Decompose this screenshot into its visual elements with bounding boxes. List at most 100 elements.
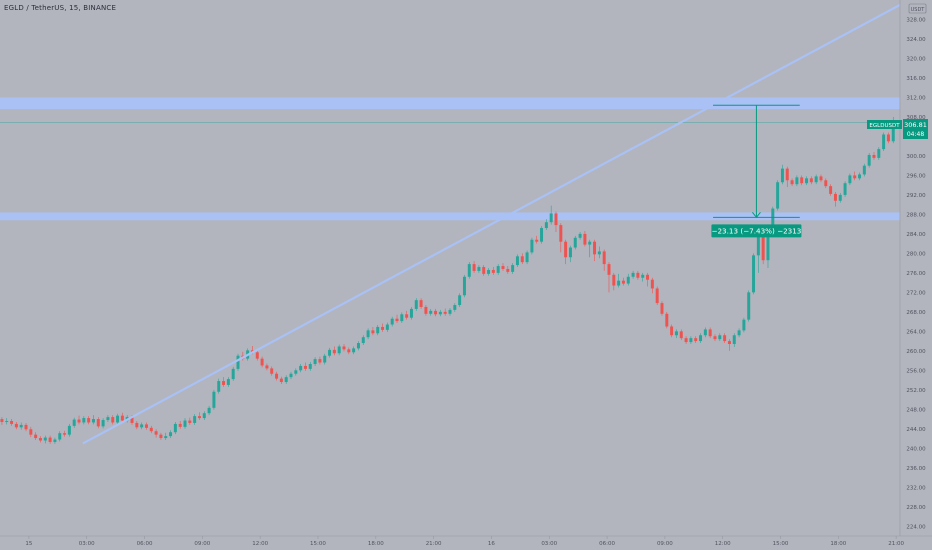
- price-scale[interactable]: USDT 328.00 324.00 320.00 316.00 312.00 308.0…: [867, 0, 932, 536]
- candle-body: [140, 424, 144, 428]
- candle-body: [665, 313, 669, 327]
- time-tick-label: 16: [488, 541, 495, 547]
- candle: [641, 272, 645, 282]
- candle-body: [458, 295, 462, 306]
- candle-body: [771, 208, 775, 231]
- candle: [318, 356, 322, 365]
- candle-body: [520, 256, 524, 263]
- candle: [872, 152, 876, 160]
- candle: [38, 436, 42, 443]
- candle-body: [708, 329, 712, 337]
- candle: [626, 273, 630, 286]
- candle: [487, 268, 491, 276]
- price-tick-label: 264.00: [906, 329, 926, 335]
- time-tick-label: 15:00: [310, 541, 326, 547]
- candle-body: [462, 276, 466, 296]
- candle: [602, 249, 606, 271]
- candle-body: [34, 434, 38, 439]
- candle-body: [434, 310, 438, 315]
- candle: [780, 164, 784, 185]
- candle: [535, 235, 539, 244]
- candle-body: [342, 346, 346, 350]
- candle: [116, 413, 120, 425]
- candle: [723, 333, 727, 344]
- candle: [366, 328, 370, 340]
- candle: [862, 163, 866, 177]
- candle: [434, 308, 438, 317]
- candle-body: [737, 330, 741, 336]
- candle: [809, 176, 813, 185]
- candle-body: [236, 355, 240, 369]
- candle-body: [120, 415, 124, 421]
- price-tick-label: 308.00: [906, 115, 926, 121]
- candle-body: [593, 241, 597, 255]
- candle-body: [824, 180, 828, 187]
- candles-layer: [0, 116, 895, 444]
- trend-line[interactable]: [82, 3, 901, 445]
- candle-body: [472, 264, 476, 271]
- candle: [419, 298, 423, 309]
- candle-body: [159, 434, 163, 439]
- candle: [217, 378, 221, 394]
- candle-body: [130, 417, 134, 423]
- candle-body: [732, 335, 736, 345]
- candle: [458, 293, 462, 307]
- candle-body: [352, 348, 356, 353]
- price-tick-label: 236.00: [906, 466, 926, 472]
- candle: [732, 333, 736, 347]
- candle-body: [154, 431, 158, 435]
- candle: [631, 270, 635, 279]
- candle: [193, 414, 197, 425]
- measure-tool[interactable]: −23.13 (−7.43%) −2313: [711, 104, 802, 238]
- zone-1[interactable]: [0, 212, 900, 221]
- candle-body: [491, 269, 495, 273]
- candle-body: [621, 280, 625, 284]
- time-axis[interactable]: 15 03:00 06:00 09:00 12:00 15:00 18:00 21:00 16 0…: [0, 535, 932, 547]
- candle-body: [409, 308, 413, 318]
- candle: [48, 435, 52, 444]
- candle: [212, 389, 216, 410]
- candle-body: [631, 272, 635, 277]
- candle-body: [14, 423, 18, 428]
- price-tick-label: 312.00: [906, 95, 926, 101]
- candle: [255, 350, 259, 361]
- zone-0[interactable]: [0, 97, 900, 110]
- candle: [699, 333, 703, 344]
- candle-body: [872, 154, 876, 158]
- candle-body: [270, 368, 274, 374]
- candle: [308, 362, 312, 371]
- candle-body: [453, 305, 457, 310]
- candle-body: [91, 419, 95, 423]
- candle-body: [116, 415, 120, 423]
- candle: [496, 264, 500, 275]
- candle-body: [178, 423, 182, 427]
- candle: [501, 263, 505, 271]
- candle-body: [149, 427, 153, 432]
- candle-body: [222, 381, 226, 385]
- candle-body: [10, 421, 14, 424]
- candle-body: [255, 352, 259, 359]
- candle: [544, 219, 548, 230]
- candle: [679, 329, 683, 341]
- time-tick-label: 09:00: [194, 541, 210, 547]
- candle-body: [530, 239, 534, 253]
- candle: [530, 237, 534, 255]
- candle: [347, 347, 351, 355]
- candle: [617, 273, 621, 288]
- zones-layer: [0, 97, 900, 221]
- candle-body: [617, 280, 621, 286]
- candle-body: [231, 368, 235, 380]
- candle: [376, 325, 380, 336]
- candle: [472, 261, 476, 273]
- candle-body: [82, 418, 86, 423]
- candle: [29, 426, 33, 438]
- candle-body: [101, 420, 105, 427]
- currency-badge[interactable]: [908, 3, 927, 14]
- candle-body: [809, 178, 813, 183]
- candle: [149, 425, 153, 434]
- candle: [646, 272, 650, 287]
- candle: [838, 192, 842, 203]
- candle-body: [5, 421, 9, 422]
- candle: [785, 166, 789, 188]
